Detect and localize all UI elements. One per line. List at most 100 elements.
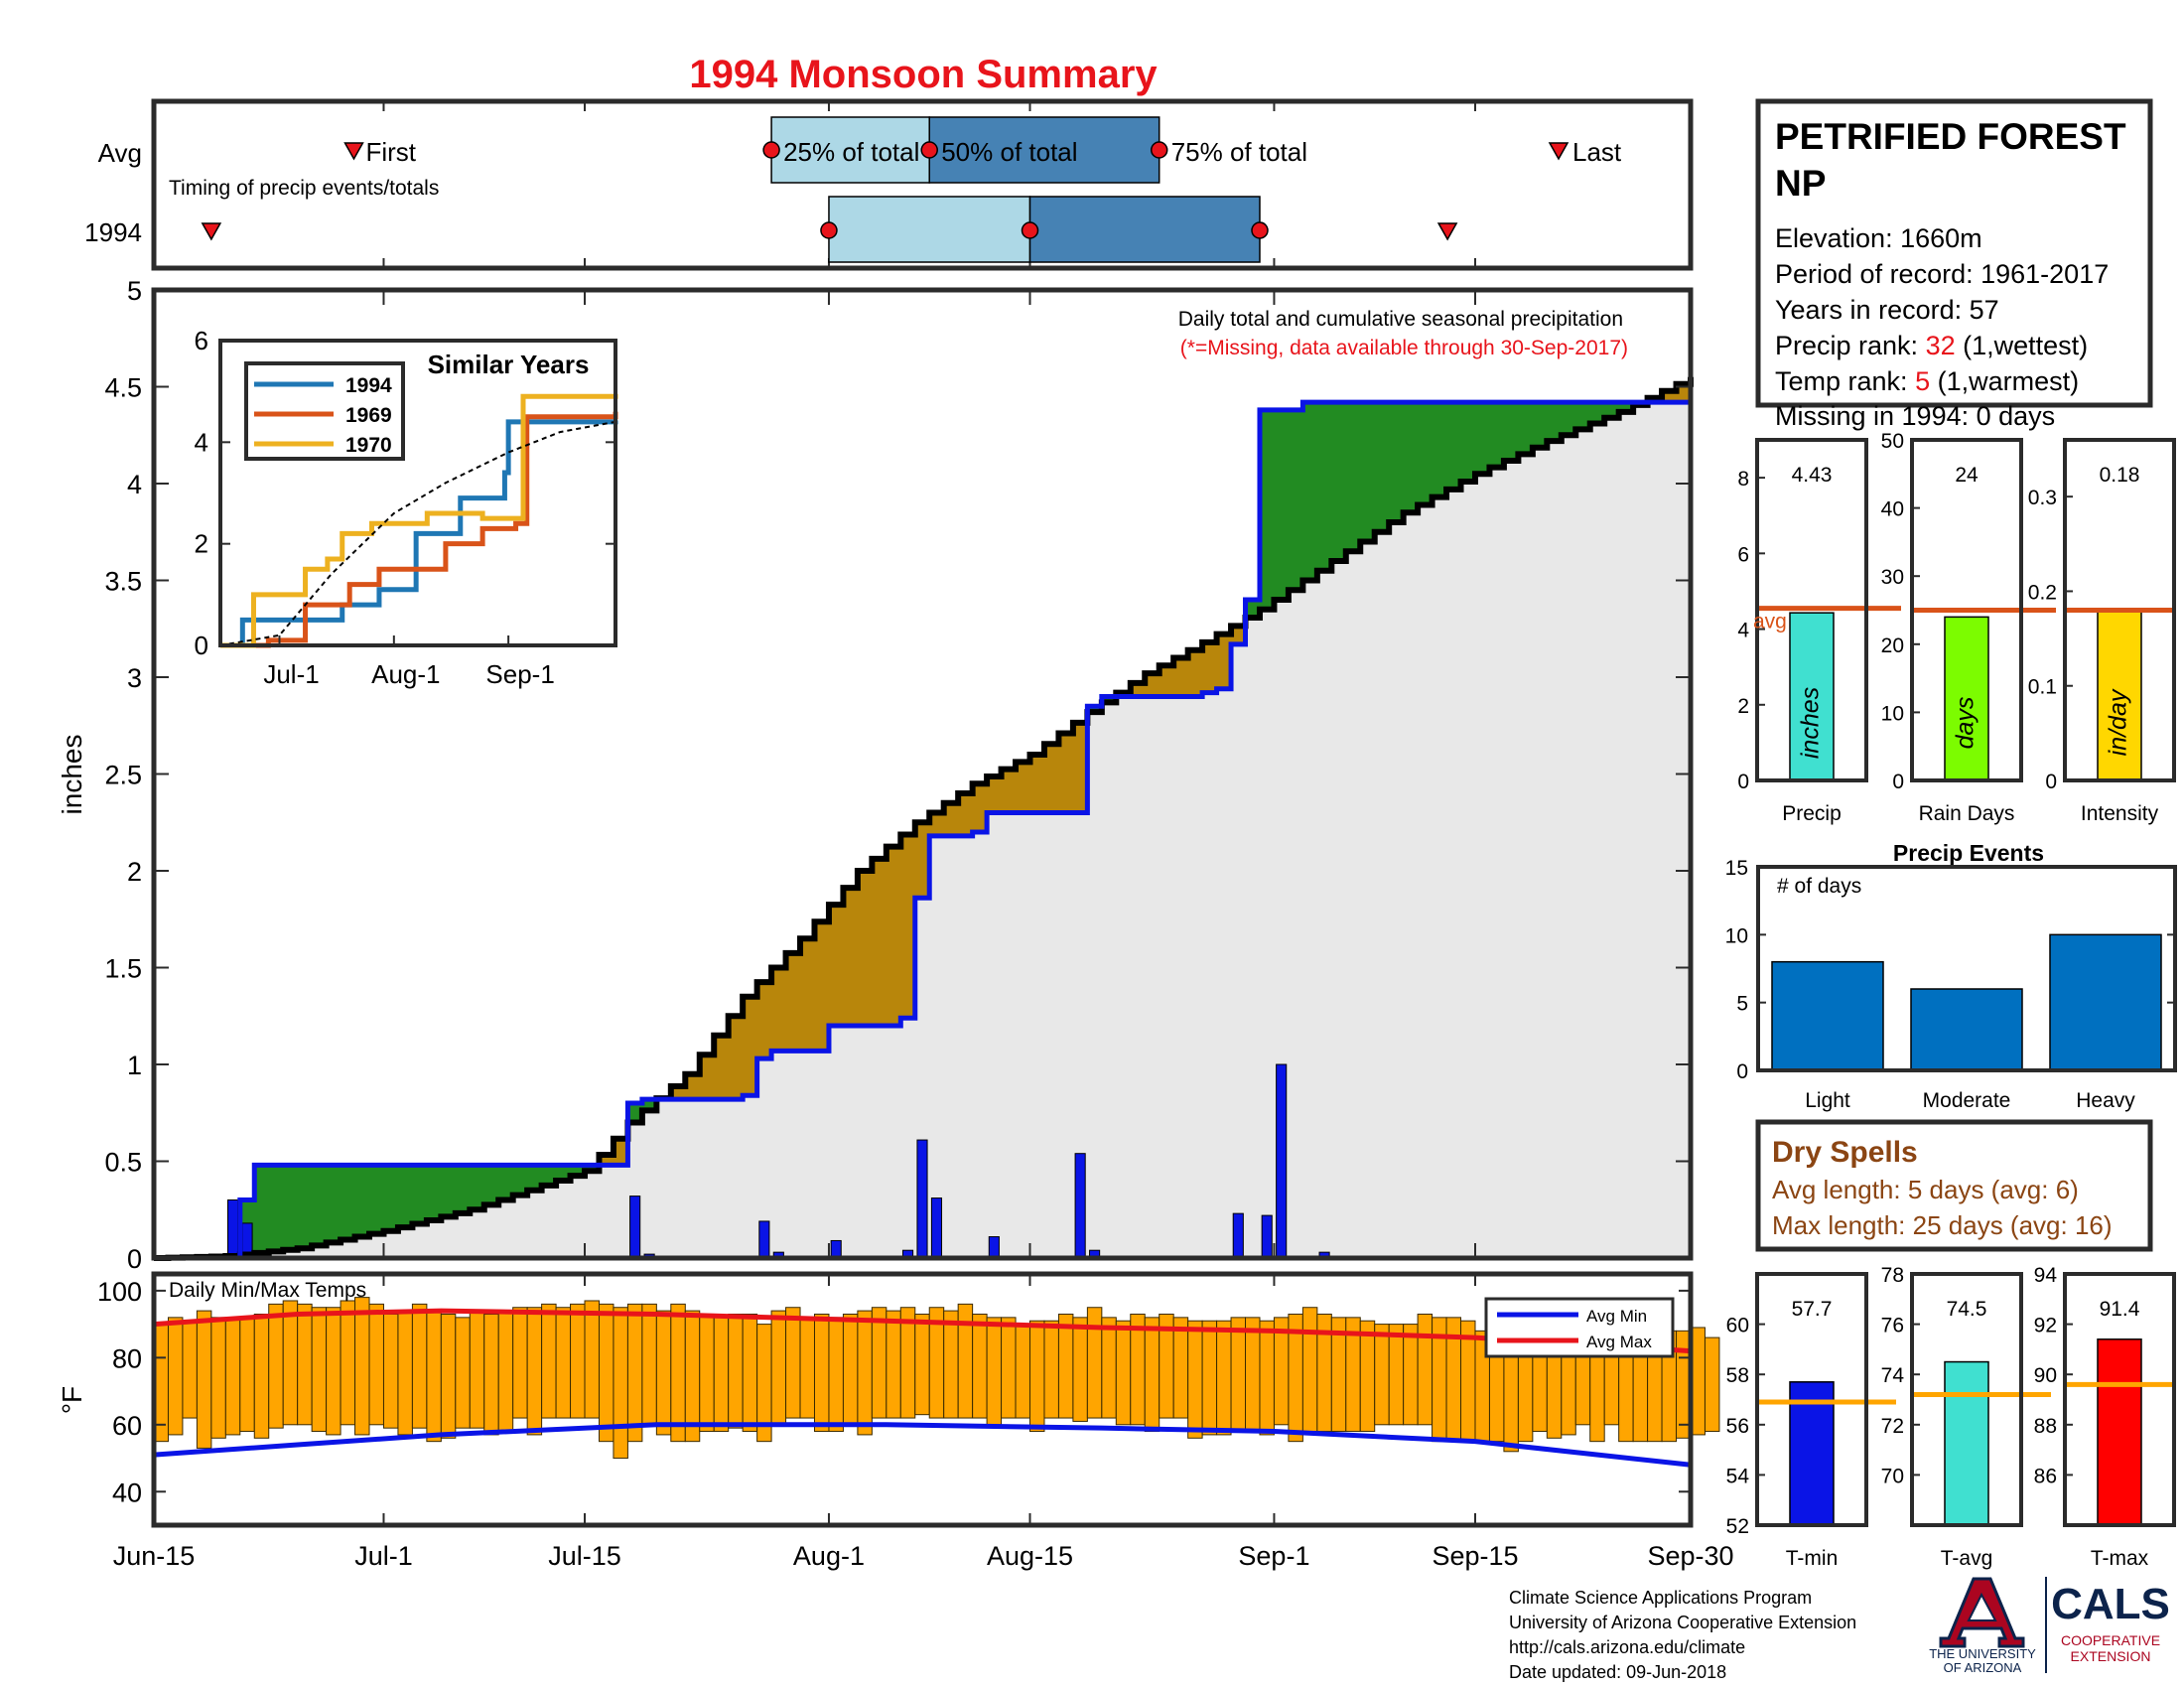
- tavg_bar-ytick-label: 70: [1881, 1465, 1904, 1487]
- daily-temp-bar: [742, 1313, 758, 1433]
- daily-temp-bar: [713, 1317, 730, 1433]
- raindays_bar-frame: [1910, 438, 2023, 782]
- footer-line4: Date updated: 09-Jun-2018: [1509, 1662, 1726, 1682]
- daily-temp-bars: [153, 1297, 1720, 1460]
- daily-temp-bar: [1057, 1313, 1074, 1419]
- daily-temp-bar: [1172, 1317, 1189, 1419]
- daily-temp-bar: [684, 1310, 701, 1443]
- temperature-panel: 40 60 80 100 Jun-15 Jul-1 Jul-15 Aug-1 Aug-15 Se…: [57, 1271, 1734, 1571]
- main-ytick-label: 2.5: [104, 761, 142, 790]
- raindays_bar-ytick-label: 40: [1881, 498, 1904, 521]
- x-axis-date-label: Jul-15: [548, 1541, 621, 1571]
- footer-line1: Climate Science Applications Program: [1509, 1588, 1812, 1608]
- intensity_bar-ytick-label: 0: [2045, 771, 2057, 793]
- events-bar-heavy: [2049, 933, 2162, 1071]
- timing-p75-label: 75% of total: [1171, 137, 1307, 167]
- tmax_bar-bar: [2097, 1338, 2142, 1526]
- timing-avg-p75-marker: [1150, 141, 1168, 159]
- precip_bar-ytick-label: 2: [1737, 695, 1749, 718]
- tmin_bar-ytick-label: 60: [1726, 1315, 1749, 1337]
- daily-precip-bar: [930, 1197, 943, 1259]
- main-annotation: Daily total and cumulative seasonal prec…: [1178, 308, 1623, 331]
- intensity_bar-ytick-label: 0.1: [2028, 676, 2057, 699]
- daily-temp-bar: [1618, 1343, 1634, 1443]
- daily-temp-bar: [1072, 1317, 1088, 1422]
- daily-temp-bar: [297, 1303, 313, 1426]
- events-frame: [1756, 865, 2177, 1072]
- events-bar-moderate: [1910, 988, 2023, 1071]
- daily-temp-bar: [1403, 1324, 1419, 1426]
- cals-sub2: EXTENSION: [2071, 1648, 2151, 1664]
- daily-temp-bar: [799, 1317, 815, 1419]
- tmin_bar-ytick-label: 58: [1726, 1364, 1749, 1387]
- daily-temp-bar: [570, 1303, 586, 1419]
- temp-x-axis: Jun-15 Jul-1 Jul-15 Aug-1 Aug-15 Sep-1 Sep-15 S…: [113, 1274, 1734, 1571]
- daily-precip-bar: [988, 1236, 1000, 1259]
- inset-legend-items: 1994 1969 1970: [254, 374, 392, 457]
- daily-temp-bar: [699, 1313, 715, 1433]
- tavg_bar-bar: [1944, 1360, 1989, 1526]
- intensity_bar-category-label: Intensity: [2081, 802, 2159, 825]
- footer-credits: Climate Science Applications Program Uni…: [1509, 1588, 1856, 1682]
- ua-logo-text1: THE UNIVERSITY: [1929, 1646, 2036, 1661]
- cals-sub1: COOPERATIVE: [2061, 1632, 2160, 1648]
- main-ytick-label: 2: [127, 857, 142, 887]
- tmax_bar-category-label: T-max: [2091, 1547, 2149, 1570]
- station-info-box: PETRIFIED FOREST NP Elevation: 1660m Per…: [1755, 98, 2153, 431]
- daily-temp-bar: [512, 1307, 528, 1419]
- inset-ytick-label: 2: [195, 529, 208, 559]
- main-ytick-label: 4: [127, 470, 142, 499]
- daily-temp-bar: [842, 1313, 859, 1426]
- daily-temp-bar: [411, 1303, 428, 1429]
- daily-temp-bar: [1417, 1313, 1433, 1426]
- timing-year-p75-marker: [1251, 221, 1269, 239]
- page-title: 1994 Monsoon Summary: [689, 53, 1158, 96]
- x-axis-date-label: Sep-30: [1647, 1541, 1733, 1571]
- intensity_bar-ytick-label: 0.3: [2028, 487, 2057, 509]
- daily-precip-bar: [1276, 1063, 1288, 1259]
- inset-legend-label: 1994: [345, 374, 392, 397]
- daily-precip-bar: [1261, 1214, 1273, 1259]
- raindays_bar-ytick-label: 30: [1881, 566, 1904, 589]
- main-ytick-label: 3: [127, 663, 142, 693]
- dry-spells-title: Dry Spells: [1772, 1136, 1918, 1169]
- daily-temp-bar: [382, 1313, 399, 1429]
- legend-avg-max-label: Avg Max: [1586, 1333, 1652, 1351]
- main-ytick-label: 4.5: [104, 373, 142, 403]
- daily-temp-bar: [785, 1307, 801, 1419]
- raindays_bar-ytick-label: 50: [1881, 430, 1904, 453]
- legend-avg-min-label: Avg Min: [1586, 1307, 1647, 1326]
- university-logo: THE UNIVERSITY OF ARIZONA CALS COOPERATI…: [1929, 1577, 2170, 1675]
- timing-year-first-marker: [201, 222, 222, 241]
- events-ytick-label: 15: [1725, 857, 1748, 880]
- daily-temp-bar: [1359, 1320, 1376, 1433]
- daily-precip-bar: [1232, 1212, 1244, 1259]
- daily-temp-bar: [1259, 1320, 1275, 1436]
- cals-logo: CALS: [2051, 1580, 2170, 1628]
- daily-temp-bar: [1001, 1317, 1017, 1419]
- intensity_bar-value-label: 0.18: [2100, 464, 2140, 487]
- inset-xtick-label: Aug-1: [371, 659, 440, 689]
- raindays_bar-ytick-label: 10: [1881, 702, 1904, 725]
- timing-p25-label: 25% of total: [783, 137, 919, 167]
- x-axis-date-label: Sep-1: [1238, 1541, 1309, 1571]
- cumulative-average-line: [154, 376, 1694, 1261]
- main-ytick-label: 1: [127, 1051, 142, 1080]
- precip_bar-value-label: 4.43: [1792, 464, 1833, 487]
- events-category-label: Light: [1805, 1089, 1850, 1112]
- temp-legend: [1484, 1297, 1675, 1358]
- daily-temp-bar: [196, 1310, 212, 1449]
- daily-temp-bar: [239, 1317, 255, 1433]
- timing-avg-first-marker: [343, 142, 364, 161]
- temp-ylabel: °F: [57, 1386, 87, 1414]
- daily-temp-bar: [972, 1313, 988, 1419]
- tmin_bar-category-label: T-min: [1786, 1547, 1839, 1570]
- raindays_bar-ytick-label: 0: [1892, 771, 1904, 793]
- tmax_bar-panel: 86 88 90 92 94 91.4 T-max: [2034, 1264, 2176, 1570]
- station-period: Period of record: 1961-2017: [1775, 259, 2109, 289]
- daily-temp-bar: [1144, 1317, 1160, 1433]
- dry-spells-avg: Avg length: 5 days (avg: 6): [1772, 1175, 2079, 1204]
- precip_bar-category-label: Precip: [1782, 802, 1842, 825]
